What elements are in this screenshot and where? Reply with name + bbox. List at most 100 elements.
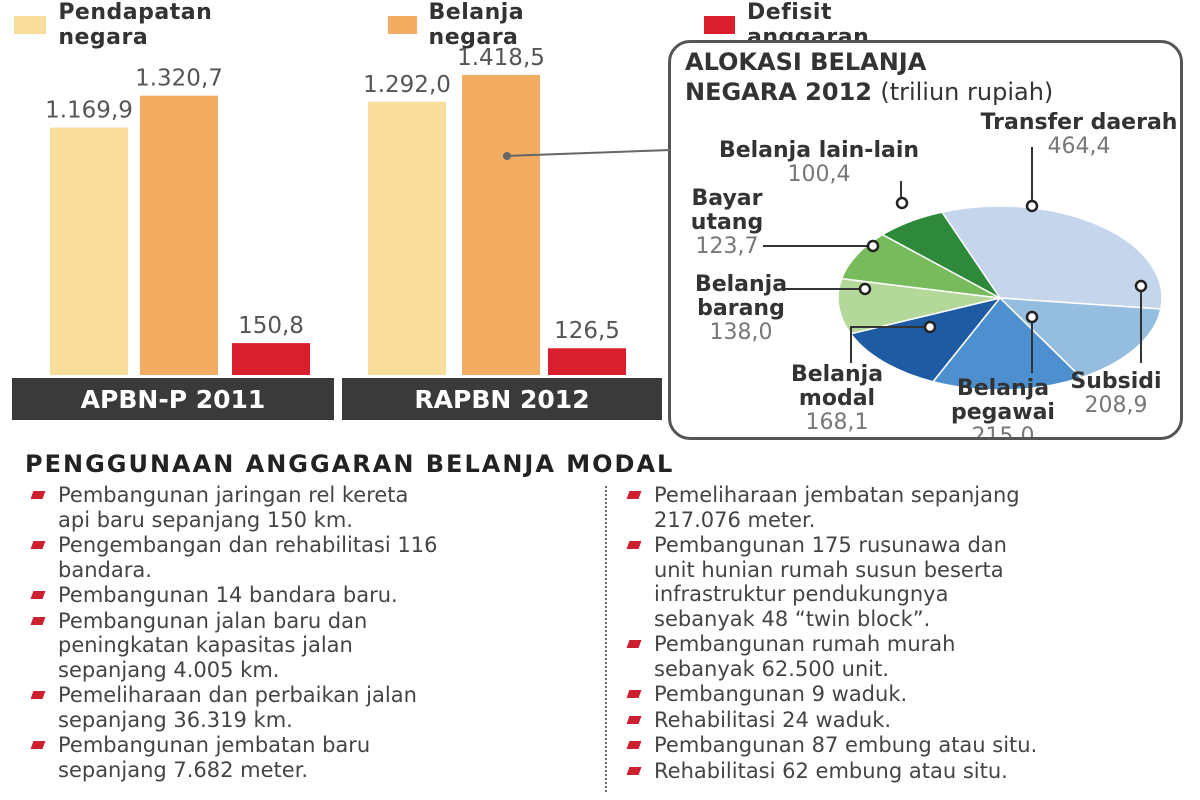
bar-defisit-anggaran-0 <box>232 343 310 375</box>
list-item-line: sepanjang 4.005 km. <box>58 657 280 682</box>
list-item: Pembangunan 87 embung atau situ. <box>626 733 1191 758</box>
pie-slice-belanja-modal <box>849 296 1002 383</box>
pie-leader-dot <box>1025 199 1039 213</box>
bar-value-label: 1.320,7 <box>135 66 223 92</box>
bullet-icon <box>626 715 642 724</box>
pie-slice-belanja-barang <box>837 277 1001 335</box>
list-item: Pengembangan dan rehabilitasi 116 bandara… <box>30 533 590 582</box>
list-item-line: Pembangunan jaringan rel kereta <box>58 483 409 507</box>
list-item-line: Pemeliharaan dan perbaikan jalan <box>58 683 417 707</box>
legend-swatch-defisit <box>704 16 736 34</box>
bar-value-label: 1.292,0 <box>363 72 451 98</box>
list-item-line: Rehabilitasi 62 embung atau situ. <box>654 758 1008 783</box>
list-item: Pemeliharaan dan perbaikan jalan sepanjan… <box>30 683 590 732</box>
pie-label-text: Subsidi <box>1070 369 1161 394</box>
bullet-icon <box>626 640 642 648</box>
bar-pendapatan-negara-0 <box>50 127 128 376</box>
bullet-icon <box>30 616 46 625</box>
modal-spending-list-left: Pembangunan jaringan rel kereta api baru … <box>30 483 590 783</box>
pie-label-value: 464,4 <box>1048 134 1111 159</box>
list-item-line: Pembangunan 175 rusunawa dan <box>654 533 1007 557</box>
bar-value-label: 126,5 <box>554 318 620 344</box>
pie-title-line2-text: NEGARA 2012 <box>685 78 872 106</box>
category-band-1 <box>342 378 662 420</box>
list-item-line: Pembangunan jalan baru dan <box>58 608 368 633</box>
pie-leader-dot <box>1134 279 1148 293</box>
bar-belanja-negara-1 <box>462 75 540 375</box>
bar-pendapatan-negara-1 <box>368 101 446 376</box>
list-item-line: api baru sepanjang 150 km. <box>58 507 353 532</box>
bar-value-label: 1.418,5 <box>457 45 545 71</box>
pie-title-line2: NEGARA 2012 (triliun rupiah) <box>685 77 1053 107</box>
list-item-line: Pembangunan 9 waduk. <box>654 682 908 706</box>
pie-slice-bayar-utang <box>840 233 1001 299</box>
connector-line <box>502 149 672 160</box>
category-band-0 <box>12 378 334 420</box>
list-item-line: sepanjang 36.319 km. <box>58 707 293 732</box>
list-item-line: infrastruktur pendukungnya <box>654 582 949 606</box>
list-item: Pemeliharaan jembatan sepanjang 217.076 m… <box>626 483 1191 532</box>
bullet-icon <box>30 591 46 599</box>
list-item-line: 217.076 meter. <box>654 507 816 532</box>
pie-label-text: pegawai <box>951 400 1055 425</box>
list-item-line: Pemeliharaan jembatan sepanjang <box>654 483 1020 507</box>
bar-value-label: 1.169,9 <box>45 98 133 124</box>
pie-label-text: Transfer daerah <box>981 110 1178 135</box>
list-item-line: unit hunian rumah susun beserta <box>654 557 1004 582</box>
bullet-icon <box>626 766 642 775</box>
list-item: Rehabilitasi 62 embung atau situ. <box>626 759 1191 784</box>
legend-label-belanja: Belanja negara <box>428 0 525 50</box>
pie-leader-line <box>850 326 926 363</box>
list-item-line: Pembangunan jembatan baru <box>58 733 371 757</box>
pie-label-value: 215,0 <box>972 424 1035 437</box>
pie-label-text: Belanja lain-lain <box>719 138 919 163</box>
bar-chart: 1.169,91.320,7 150,8 APBN-P 2011 1.292,01.4… <box>12 45 662 420</box>
pie-label-value: 168,1 <box>806 410 869 435</box>
list-item: Pembangunan jalan baru dan peningkatan ka… <box>30 609 590 683</box>
pie-label-text: utang <box>691 210 763 235</box>
list-item: Pembangunan 175 rusunawa dan unit hunian … <box>626 533 1191 631</box>
list-item: Pembangunan 14 bandara baru. <box>30 583 590 608</box>
bar-defisit-anggaran-1 <box>548 348 626 375</box>
pie-subtitle: (triliun rupiah) <box>880 78 1054 106</box>
pie-label-text: modal <box>799 386 875 411</box>
bullet-icon <box>30 741 46 749</box>
list-item-line: Pembangunan 14 bandara baru. <box>58 583 398 607</box>
bar-group-1: 1.292,01.418,5 126,5 RAPBN 2012 <box>342 45 662 420</box>
legend-swatch-belanja <box>388 16 417 34</box>
pie-leader-dot <box>858 282 872 296</box>
pie-label-value: 208,9 <box>1085 393 1148 418</box>
category-label: APBN-P 2011 <box>81 385 266 414</box>
list-item-line: Pembangunan rumah murah <box>654 632 956 656</box>
bullet-icon <box>626 541 642 549</box>
pie-label-text: Belanja <box>695 272 787 297</box>
bar-belanja-negara-0 <box>140 95 218 375</box>
pie-label-value: 123,7 <box>696 234 759 259</box>
pie-chart-title: ALOKASI BELANJA NEGARA 2012 (triliun rup… <box>685 47 1053 107</box>
list-item-line: Rehabilitasi 24 waduk. <box>654 707 892 732</box>
pie-slice-transfer-daerah <box>940 205 1163 310</box>
list-item-line: bandara. <box>58 557 152 582</box>
category-label: RAPBN 2012 <box>414 385 589 414</box>
list-item-line: sebanyak 62.500 unit. <box>654 656 890 681</box>
legend-item-pendapatan: Pendapatan negara <box>14 0 228 50</box>
modal-spending-list-right: Pemeliharaan jembatan sepanjang 217.076 m… <box>626 483 1191 784</box>
pie-leader-dot <box>1025 310 1039 324</box>
list-item-line: peningkatan kapasitas jalan <box>58 633 353 657</box>
pie-label-value: 100,4 <box>788 162 851 187</box>
legend-label-pendapatan: Pendapatan negara <box>58 0 213 50</box>
pie-title-line1: ALOKASI BELANJA <box>685 48 927 76</box>
list-item: Pembangunan rumah murah sebanyak 62.500 u… <box>626 632 1191 681</box>
pie-slice-belanja-lain-lain <box>881 211 1001 299</box>
list-item-line: sepanjang 7.682 meter. <box>58 757 309 782</box>
pie-chart: Transfer daerah464,4Subsidi208,9Belanjap… <box>691 110 1178 437</box>
bullet-icon <box>626 741 642 749</box>
list-item: Pembangunan jaringan rel kereta api baru … <box>30 483 590 532</box>
pie-leader-dot <box>895 196 909 210</box>
pie-label-text: Belanja <box>957 376 1049 401</box>
